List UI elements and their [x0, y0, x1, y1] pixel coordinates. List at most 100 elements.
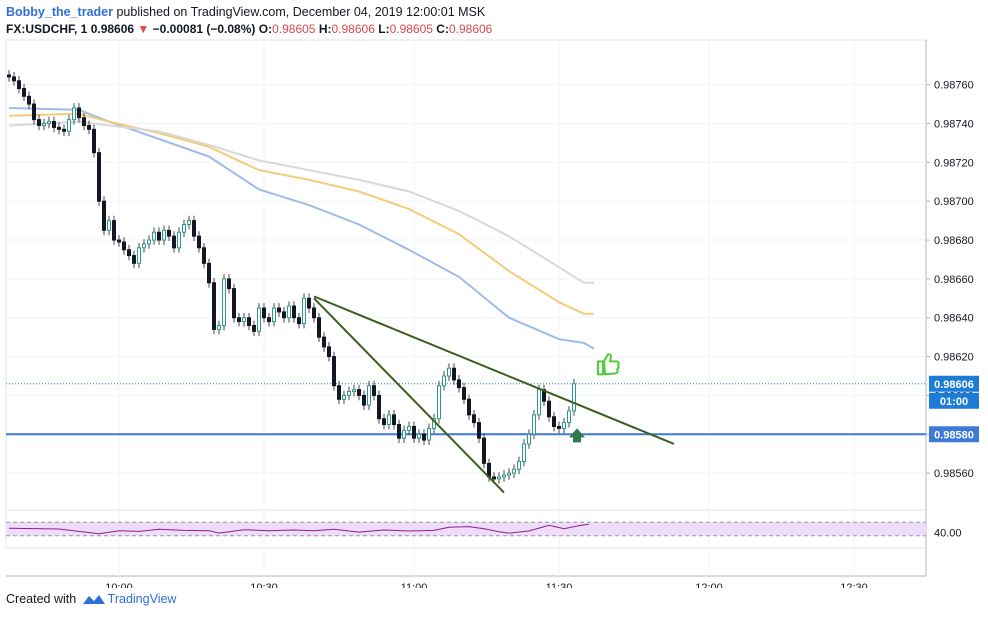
candle-body: [182, 224, 186, 233]
candle-body: [92, 128, 96, 154]
candle-body: [412, 425, 416, 439]
candle-body: [562, 422, 566, 429]
candle-body: [502, 474, 506, 478]
candle-body: [207, 262, 211, 284]
candle-body: [202, 247, 206, 264]
candle-body: [287, 305, 291, 319]
candle-body: [442, 375, 446, 387]
candle: [207, 258, 211, 288]
candle: [42, 118, 46, 131]
candle-body: [477, 422, 481, 439]
candle: [257, 303, 261, 337]
candle-body: [342, 394, 346, 400]
candle: [137, 242, 141, 269]
candle-body: [172, 235, 176, 249]
candle: [332, 351, 336, 391]
candle: [247, 312, 251, 331]
candle-body: [377, 394, 381, 420]
candle: [142, 239, 146, 253]
candle-body: [317, 317, 321, 338]
candle: [97, 147, 101, 207]
candle-body: [427, 427, 431, 441]
candle: [317, 312, 321, 343]
candle-body: [37, 119, 41, 126]
candle: [217, 320, 221, 335]
support-price-tag-text: 0.98580: [934, 429, 974, 441]
candle: [162, 225, 166, 245]
candle: [197, 231, 201, 253]
candle-body: [97, 152, 101, 202]
tradingview-link[interactable]: TradingView: [107, 592, 177, 606]
candle-body: [72, 107, 76, 121]
support-price-tag-bg: [929, 426, 979, 443]
candle-body: [547, 400, 551, 418]
candle-body: [132, 255, 136, 264]
candle: [372, 380, 376, 401]
green-up-arrow-icon: [569, 428, 585, 443]
candle-body: [327, 346, 331, 358]
author-link[interactable]: Bobby_the_trader: [6, 5, 113, 19]
candle: [287, 301, 291, 323]
candle-body: [417, 433, 421, 439]
candle-body: [387, 414, 391, 426]
candle: [267, 312, 271, 327]
candle: [387, 409, 391, 430]
candle-body: [367, 385, 371, 406]
candle-body: [392, 414, 396, 426]
trend-line: [313, 295, 675, 445]
countdown-tag: 01:00: [929, 392, 979, 409]
candle: [57, 122, 61, 135]
candle: [167, 225, 171, 242]
candle: [192, 215, 196, 242]
x-tick-label: 12:00: [695, 582, 723, 588]
candle-body: [347, 391, 351, 396]
candle-body: [167, 229, 171, 237]
candle: [12, 72, 16, 86]
candle: [252, 320, 256, 337]
candle-body: [557, 425, 561, 429]
candle-body: [452, 367, 456, 381]
candle: [272, 303, 276, 327]
candle: [337, 380, 341, 405]
candle-body: [52, 121, 56, 128]
candle: [442, 371, 446, 391]
candle-body: [17, 80, 21, 90]
high-label: H:: [318, 22, 332, 36]
candle-body: [12, 76, 16, 82]
open-label: O:: [258, 22, 273, 36]
rsi-line: [8, 523, 590, 535]
candle-body: [422, 433, 426, 441]
candle-body: [212, 282, 216, 330]
candle: [7, 70, 11, 82]
candle-body: [267, 317, 271, 323]
candle: [242, 312, 246, 327]
candle: [77, 103, 81, 123]
candle: [477, 417, 481, 443]
countdown-tag-text: 01:00: [940, 396, 968, 408]
candle: [22, 83, 26, 102]
candle: [122, 237, 126, 255]
rsi-band: [6, 522, 926, 536]
candle-body: [142, 243, 146, 249]
candle-body: [572, 383, 576, 412]
candle: [467, 394, 471, 420]
candle: [32, 99, 36, 125]
candle: [347, 386, 351, 401]
candle-body: [332, 356, 336, 387]
chart-canvas[interactable]: 0.98760 0.98740 0.98720 0.98700 0.98680 0.986…: [0, 0, 988, 588]
candle-body: [227, 278, 231, 290]
candle-body: [497, 476, 501, 480]
candle: [307, 293, 311, 313]
candle: [482, 433, 486, 469]
candle: [417, 429, 421, 443]
last-price-tag: 0.98606: [929, 375, 979, 392]
candle: [522, 439, 526, 467]
down-triangle-icon: ▼: [137, 22, 150, 36]
candle-body: [527, 433, 531, 445]
x-tick-label: 10:00: [105, 582, 133, 588]
candle-body: [362, 394, 366, 406]
candle: [502, 470, 506, 482]
symbol-label: FX:USDCHF, 1: [6, 22, 88, 36]
candle: [397, 419, 401, 443]
candle: [377, 390, 381, 424]
